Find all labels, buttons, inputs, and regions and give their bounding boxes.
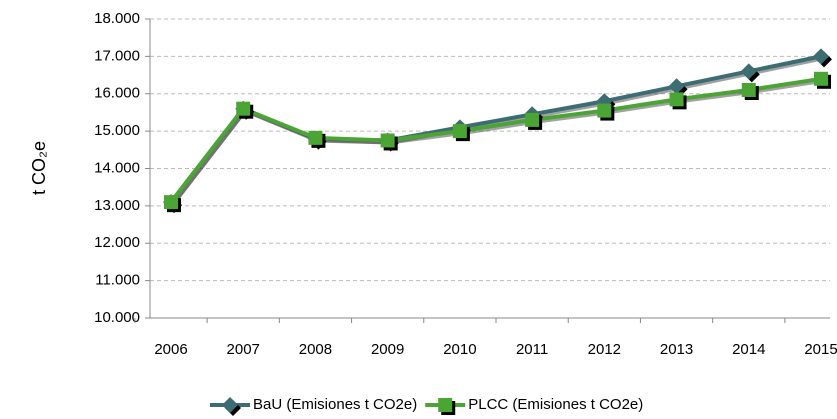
y-axis-label: t CO₂e	[29, 141, 49, 195]
marker	[236, 101, 251, 116]
legend-marker	[438, 398, 456, 415]
y-tick-label: 12.000	[94, 234, 140, 251]
marker	[741, 83, 756, 98]
marker	[380, 133, 395, 148]
y-tick-label: 11.000	[95, 272, 140, 289]
y-tick-label: 10.000	[94, 309, 140, 326]
marker	[525, 112, 540, 127]
x-tick-label: 2015	[804, 341, 837, 358]
x-tick-label: 2011	[516, 341, 548, 358]
y-tick-label: 18.000	[94, 10, 140, 27]
x-tick-label: 2008	[299, 341, 332, 358]
y-tick-label: 17.000	[94, 47, 140, 64]
line-shadow	[171, 78, 824, 206]
marker	[438, 398, 453, 412]
marker	[814, 71, 828, 86]
y-tick-label: 16.000	[94, 85, 140, 102]
y-tick-label: 13.000	[94, 197, 140, 214]
legend-label: BaU (Emisiones t CO2e)	[253, 396, 417, 413]
marker	[668, 78, 685, 95]
legend-marker	[222, 397, 241, 416]
y-tick-label: 14.000	[94, 159, 140, 176]
marker	[222, 397, 238, 413]
marker	[813, 48, 829, 65]
marker	[308, 130, 323, 145]
marker	[669, 92, 684, 107]
series-line	[169, 76, 822, 204]
marker	[452, 124, 467, 139]
x-tick-label: 2012	[588, 341, 621, 358]
y-tick-label: 15.000	[94, 122, 140, 139]
x-tick-label: 2009	[371, 341, 404, 358]
x-tick-label: 2007	[227, 341, 260, 358]
marker	[597, 103, 612, 118]
x-tick-label: 2010	[443, 341, 476, 358]
marker	[740, 63, 757, 80]
legend-label: PLCC (Emisiones t CO2e)	[468, 396, 643, 413]
marker	[164, 195, 178, 210]
x-tick-label: 2014	[732, 341, 765, 358]
x-tick-label: 2006	[154, 341, 187, 358]
x-tick-label: 2013	[660, 341, 693, 358]
